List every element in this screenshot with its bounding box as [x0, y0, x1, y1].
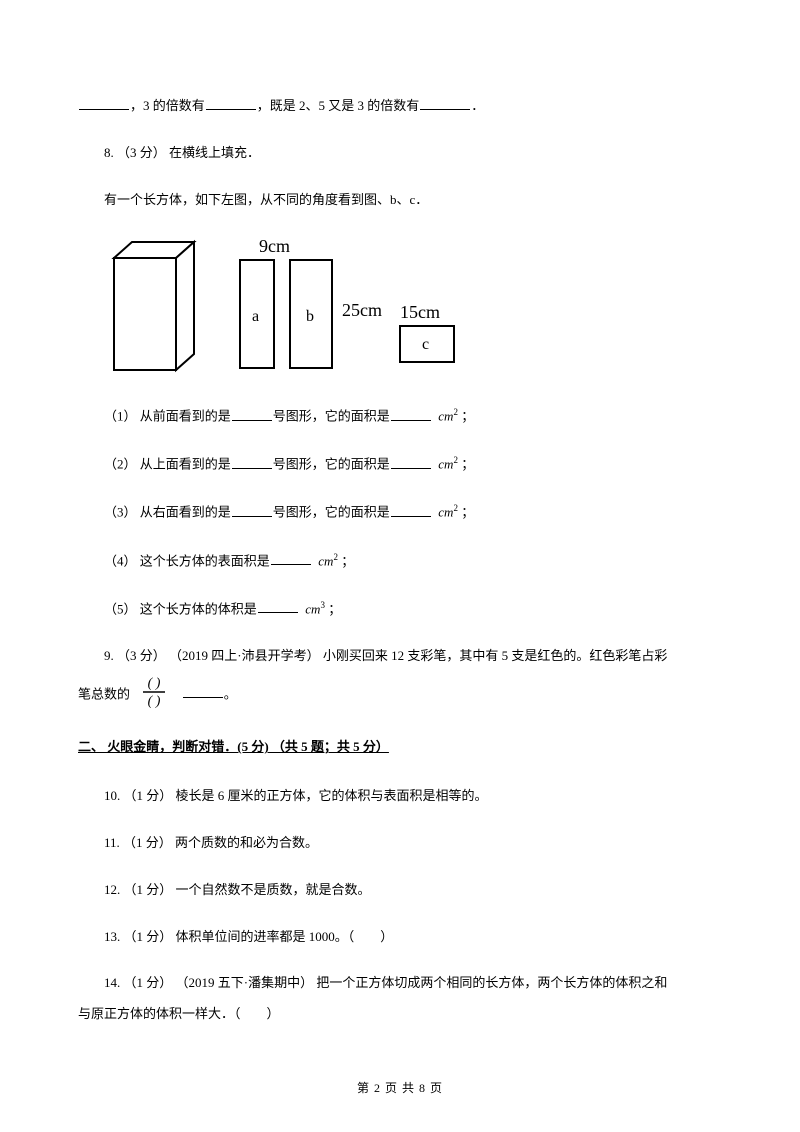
blank: [232, 408, 272, 420]
blank: [271, 553, 311, 565]
blank: [79, 98, 129, 110]
blank: [183, 686, 223, 698]
unit-cm: cm: [305, 601, 320, 616]
blank: [420, 98, 470, 110]
text: 号图形，它的面积是: [273, 409, 390, 424]
unit-cm: cm: [438, 457, 453, 472]
unit-cm: cm: [438, 409, 453, 424]
q10: 10. （1 分） 棱长是 6 厘米的正方体，它的体积与表面积是相等的。: [78, 786, 722, 807]
text: （2） 从上面看到的是: [104, 457, 231, 472]
blank: [391, 504, 431, 516]
text: （5） 这个长方体的体积是: [104, 601, 257, 616]
q12: 12. （1 分） 一个自然数不是质数，就是合数。: [78, 880, 722, 901]
q13: 13. （1 分） 体积单位间的进率都是 1000。（ ）: [78, 927, 722, 948]
q8-sub2: （2） 从上面看到的是号图形，它的面积是 cm2 ；: [78, 453, 722, 475]
label-a: a: [252, 308, 259, 325]
q8-head: 8. （3 分） 在横线上填充．: [78, 143, 722, 164]
q9-line2: 笔总数的 ( ) ( ) 。: [78, 675, 722, 716]
label-b: b: [306, 308, 314, 325]
q14-line2: 与原正方体的体积一样大．（ ）: [78, 1004, 722, 1025]
blank: [391, 408, 431, 420]
q8-line1: 有一个长方体，如下左图，从不同的角度看到图、b、c．: [78, 190, 722, 211]
svg-text:( ): ( ): [148, 676, 161, 691]
label-25cm: 25cm: [342, 300, 382, 320]
q14-line1: 14. （1 分） （2019 五下·潘集期中） 把一个正方体切成两个相同的长方…: [78, 973, 722, 994]
text: ；: [458, 505, 474, 520]
text: 号图形，它的面积是: [273, 457, 390, 472]
q8-figure: 9cm a b 25cm 15cm c: [104, 236, 474, 383]
section2-header: 二、 火眼金睛，判断对错．(5 分) （共 5 题；共 5 分）: [78, 737, 722, 758]
fraction-icon: ( ) ( ): [137, 675, 171, 716]
text: （3） 从右面看到的是: [104, 505, 231, 520]
svg-text:( ): ( ): [148, 694, 161, 709]
unit-cm: cm: [318, 553, 333, 568]
text: （1） 从前面看到的是: [104, 409, 231, 424]
q9-line1: 9. （3 分） （2019 四上·沛县开学考） 小刚买回来 12 支彩笔，其中…: [78, 646, 722, 667]
text: ；: [458, 457, 474, 472]
prism-icon: [114, 242, 194, 370]
blank: [391, 456, 431, 468]
page-footer: 第 2 页 共 8 页: [0, 1079, 800, 1096]
q8-sub3: （3） 从右面看到的是号图形，它的面积是 cm2 ；: [78, 501, 722, 523]
label-c: c: [422, 336, 429, 353]
blank: [258, 601, 298, 613]
text: ；: [325, 601, 341, 616]
label-15cm: 15cm: [400, 302, 440, 322]
blank: [232, 456, 272, 468]
text: 。: [224, 686, 237, 701]
text: 号图形，它的面积是: [273, 505, 390, 520]
label-9cm: 9cm: [259, 236, 290, 256]
unit-cm: cm: [438, 505, 453, 520]
text: （4） 这个长方体的表面积是: [104, 553, 270, 568]
text: ，3 的倍数有: [130, 98, 205, 113]
text: ．: [471, 98, 484, 113]
blank: [232, 504, 272, 516]
q7-tail: ，3 的倍数有 ，既是 2、5 又是 3 的倍数有 ．: [78, 96, 722, 117]
text: ；: [338, 553, 354, 568]
text: 笔总数的: [78, 686, 130, 701]
q8-sub1: （1） 从前面看到的是号图形，它的面积是 cm2 ；: [78, 405, 722, 427]
q11: 11. （1 分） 两个质数的和必为合数。: [78, 833, 722, 854]
blank: [206, 98, 256, 110]
text: ，既是 2、5 又是 3 的倍数有: [257, 98, 420, 113]
text: ；: [458, 409, 474, 424]
q8-sub5: （5） 这个长方体的体积是 cm3 ；: [78, 598, 722, 620]
q8-sub4: （4） 这个长方体的表面积是 cm2 ；: [78, 550, 722, 572]
